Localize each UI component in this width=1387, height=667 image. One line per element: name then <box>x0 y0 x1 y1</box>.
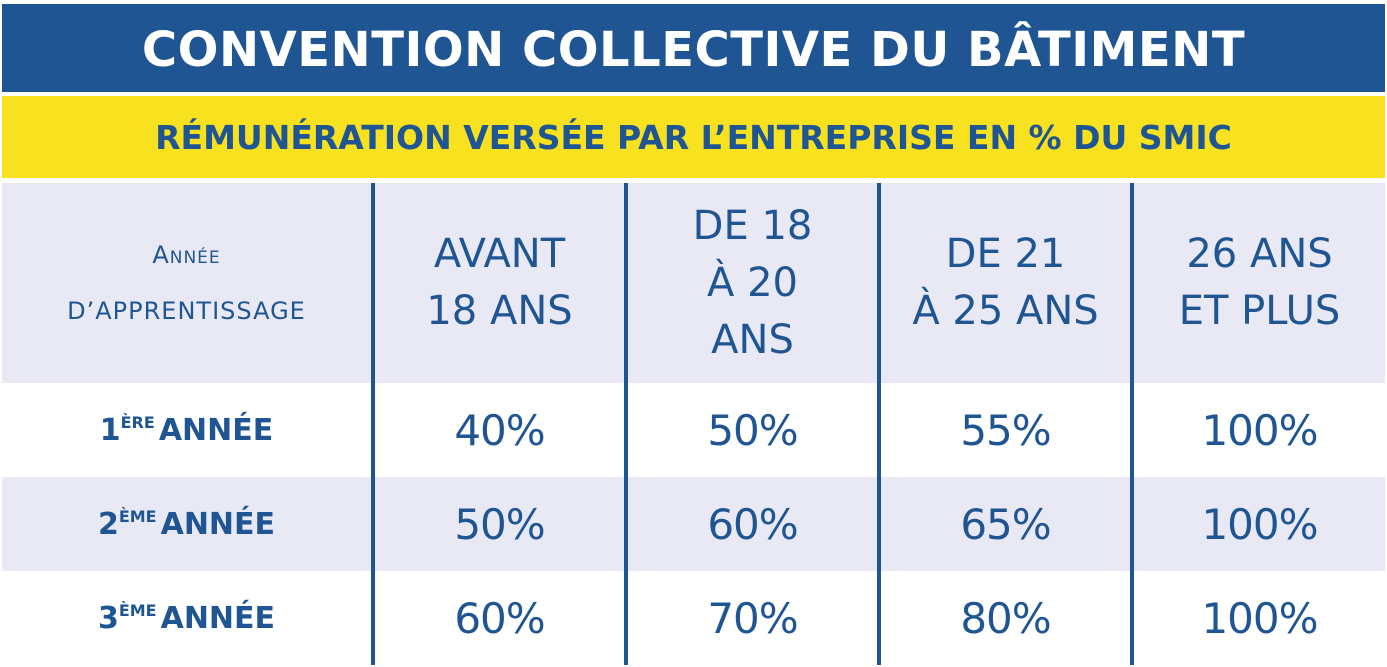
header-col-line: DE 21 <box>945 231 1066 277</box>
row-label-text: ANNÉE <box>160 600 276 636</box>
header-cell-age-18-20: DE 18 À 20 ANS <box>624 183 879 383</box>
table-cell-value: 50% <box>624 383 879 477</box>
table-cell-value: 60% <box>371 571 626 665</box>
row-label-text: ANNÉE <box>160 506 276 542</box>
row-label-number: 1 <box>99 412 121 448</box>
row-label: 1ÈRE ANNÉE <box>2 383 373 477</box>
row-label-suffix: ÈRE <box>120 412 155 432</box>
table-row: 1ÈRE ANNÉE 40% 50% 55% 100% <box>2 383 1385 477</box>
row-label: 3ÈME ANNÉE <box>2 571 373 665</box>
header-cell-age-26-plus: 26 ANS ET PLUS <box>1130 183 1385 383</box>
header-col-line: AVANT <box>433 231 566 277</box>
table-cell-value: 100% <box>1130 571 1385 665</box>
table-header-row: Année D’APPRENTISSAGE AVANT 18 ANS DE 18… <box>2 183 1385 383</box>
table-cell-value: 40% <box>371 383 626 477</box>
header-cell-age-21-25: DE 21 À 25 ANS <box>877 183 1132 383</box>
table-cell-value: 50% <box>371 477 626 571</box>
header-year-line1: Année <box>152 241 221 269</box>
header-cell-age-under-18: AVANT 18 ANS <box>371 183 626 383</box>
row-label-text: ANNÉE <box>158 412 274 448</box>
page-subtitle: RÉMUNÉRATION VERSÉE PAR L’ENTREPRISE EN … <box>2 96 1385 178</box>
table-cell-value: 65% <box>877 477 1132 571</box>
table-cell-value: 70% <box>624 571 879 665</box>
table-cell-value: 80% <box>877 571 1132 665</box>
remuneration-table: Année D’APPRENTISSAGE AVANT 18 ANS DE 18… <box>2 183 1385 665</box>
row-label: 2ÈME ANNÉE <box>2 477 373 571</box>
header-col-line: À 20 <box>707 259 798 306</box>
header-col-line: 18 ANS <box>426 288 573 334</box>
table-cell-value: 100% <box>1130 477 1385 571</box>
page-title: CONVENTION COLLECTIVE DU BÂTIMENT <box>2 4 1385 92</box>
header-col-line: À 25 ANS <box>912 288 1099 334</box>
row-label-suffix: ÈME <box>118 506 157 526</box>
header-year-line2: D’APPRENTISSAGE <box>67 297 306 325</box>
table-cell-value: 100% <box>1130 383 1385 477</box>
header-cell-year: Année D’APPRENTISSAGE <box>2 183 373 383</box>
header-col-line: 26 ANS <box>1186 231 1333 277</box>
row-label-suffix: ÈME <box>118 600 157 620</box>
table-cell-value: 55% <box>877 383 1132 477</box>
header-col-line: ANS <box>711 316 794 363</box>
row-label-number: 2 <box>97 506 119 542</box>
header-col-line: DE 18 <box>692 202 813 249</box>
table-row: 3ÈME ANNÉE 60% 70% 80% 100% <box>2 571 1385 665</box>
table-row: 2ÈME ANNÉE 50% 60% 65% 100% <box>2 477 1385 571</box>
row-label-number: 3 <box>97 600 119 636</box>
table-cell-value: 60% <box>624 477 879 571</box>
header-col-line: ET PLUS <box>1178 288 1341 334</box>
